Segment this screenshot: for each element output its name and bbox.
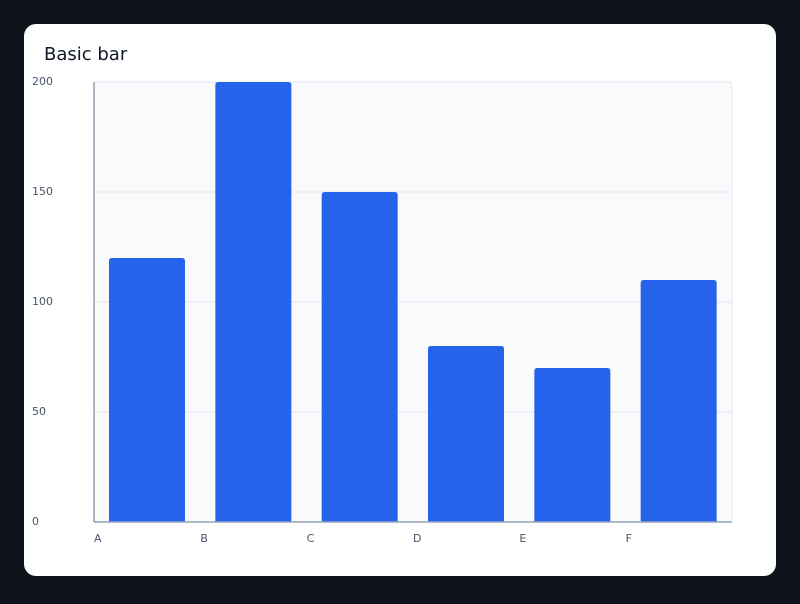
x-tick-label: A: [94, 532, 102, 545]
bar: [321, 192, 398, 522]
x-tick-label: B: [200, 532, 208, 545]
bar: [428, 346, 504, 522]
y-tick-label: 0: [32, 515, 39, 528]
bar: [640, 280, 717, 522]
y-tick-label: 50: [32, 405, 46, 418]
chart-title: Basic bar: [44, 44, 128, 65]
x-tick-label: F: [626, 532, 632, 545]
y-tick-label: 100: [32, 295, 53, 308]
x-tick-label: C: [307, 532, 315, 545]
x-tick-label: E: [519, 532, 526, 545]
y-tick-label: 150: [32, 185, 53, 198]
bar: [109, 258, 185, 522]
y-tick-label: 200: [32, 75, 53, 88]
bar: [534, 368, 611, 522]
bar: [215, 82, 292, 522]
x-tick-label: D: [413, 532, 421, 545]
